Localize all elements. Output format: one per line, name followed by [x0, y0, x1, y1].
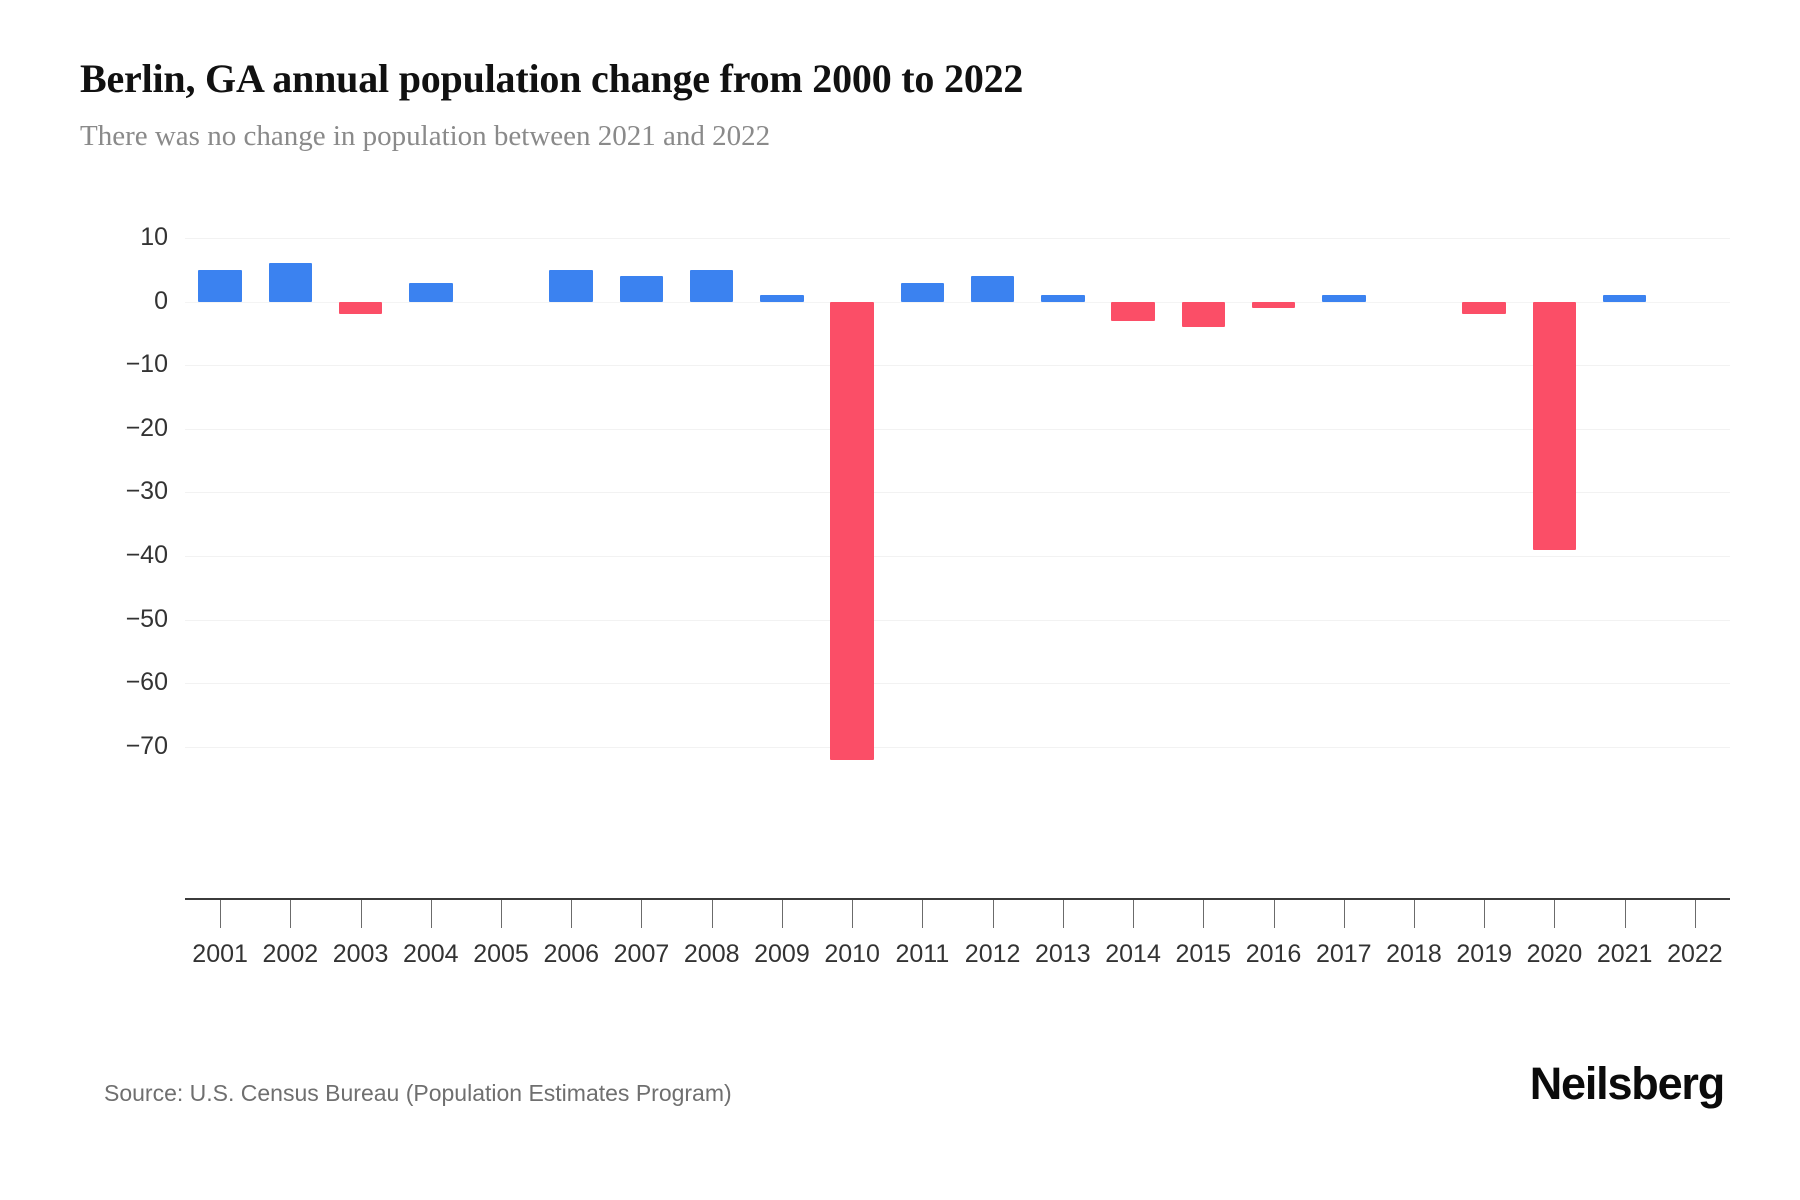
- x-axis-label-2021: 2021: [1596, 940, 1653, 968]
- page-subtitle: There was no change in population betwee…: [80, 120, 771, 152]
- y-axis-tick-label: −40: [125, 541, 168, 569]
- x-axis-label-2020: 2020: [1526, 940, 1583, 968]
- x-axis-tick: [712, 900, 713, 928]
- bar-2012[interactable]: [970, 276, 1015, 302]
- x-axis-label-2004: 2004: [402, 940, 459, 968]
- x-axis-tick: [220, 900, 221, 928]
- x-axis-tick: [1133, 900, 1134, 928]
- x-axis-tick: [852, 900, 853, 928]
- bar-2008[interactable]: [689, 269, 734, 302]
- x-axis-tick: [993, 900, 994, 928]
- x-axis-label-2016: 2016: [1245, 940, 1302, 968]
- bar-2006[interactable]: [549, 269, 593, 302]
- x-axis-label-2022: 2022: [1667, 940, 1723, 968]
- x-axis-label-2002: 2002: [262, 940, 319, 968]
- x-axis-label-2012: 2012: [964, 940, 1021, 968]
- x-axis-label-2006: 2006: [543, 940, 600, 968]
- bar-2002[interactable]: [268, 263, 313, 302]
- bar-2021[interactable]: [1602, 295, 1647, 302]
- gridline: [185, 428, 1730, 430]
- x-axis-tick: [290, 900, 291, 928]
- x-axis-tick: [1344, 900, 1345, 928]
- y-axis-tick-label: −30: [125, 477, 168, 506]
- x-axis-label-2017: 2017: [1315, 940, 1372, 968]
- x-axis-label-2013: 2013: [1035, 940, 1091, 968]
- y-axis-tick-label: −10: [125, 350, 168, 379]
- page-title: Berlin, GA annual population change from…: [80, 56, 1024, 101]
- bar-2017[interactable]: [1321, 295, 1366, 302]
- gridline: [185, 556, 1730, 557]
- x-axis-tick: [1695, 900, 1696, 928]
- x-axis-tick: [501, 900, 502, 928]
- y-axis-tick-label: −20: [125, 413, 168, 442]
- x-axis-tick: [431, 900, 432, 928]
- x-axis-label-2015: 2015: [1175, 940, 1232, 968]
- bar-2010[interactable]: [830, 301, 874, 760]
- y-axis-tick-label: 10: [140, 223, 168, 251]
- gridline: [185, 492, 1730, 494]
- bar-2011[interactable]: [900, 282, 945, 302]
- gridline: [185, 683, 1730, 685]
- bar-2020[interactable]: [1532, 301, 1577, 550]
- x-axis-label-2001: 2001: [192, 940, 248, 968]
- gridline: [185, 619, 1730, 621]
- bar-2007[interactable]: [619, 276, 664, 302]
- x-axis-label-2011: 2011: [895, 940, 950, 968]
- bar-2019[interactable]: [1462, 301, 1506, 315]
- bar-2014[interactable]: [1111, 301, 1155, 321]
- x-axis-tick: [361, 900, 362, 928]
- y-axis-tick-label: −60: [125, 668, 168, 697]
- x-axis-label-2005: 2005: [473, 940, 529, 968]
- bar-2001[interactable]: [198, 269, 242, 302]
- x-axis-tick: [1414, 900, 1415, 928]
- x-axis-label-2010: 2010: [824, 940, 880, 968]
- x-axis-tick: [1274, 900, 1275, 928]
- x-axis-tick: [782, 900, 783, 928]
- source-note: Source: U.S. Census Bureau (Population E…: [104, 1080, 732, 1106]
- x-axis-tick: [1203, 900, 1204, 928]
- y-axis-tick-label: −50: [125, 604, 168, 633]
- bar-2004[interactable]: [409, 282, 453, 302]
- x-axis-line: [185, 898, 1730, 900]
- x-axis-label-2003: 2003: [332, 940, 389, 968]
- y-axis-tick-label: 0: [154, 286, 168, 315]
- gridline: [185, 746, 1730, 748]
- x-axis-label-2019: 2019: [1456, 940, 1513, 968]
- bar-2003[interactable]: [338, 301, 383, 315]
- gridline: [185, 238, 1730, 239]
- x-axis-tick: [1554, 900, 1555, 928]
- x-axis-tick: [922, 900, 923, 928]
- y-axis-tick-label: −70: [125, 731, 168, 760]
- x-axis-label-2018: 2018: [1386, 940, 1442, 968]
- bar-2015[interactable]: [1181, 301, 1226, 328]
- x-axis-label-2009: 2009: [754, 940, 810, 968]
- x-axis-tick: [641, 900, 642, 928]
- x-axis-tick: [1484, 900, 1485, 928]
- x-axis-label-2008: 2008: [683, 940, 740, 968]
- x-axis-tick: [571, 900, 572, 928]
- x-axis-tick: [1625, 900, 1626, 928]
- bar-2009[interactable]: [760, 295, 804, 302]
- x-axis-tick: [1063, 900, 1064, 928]
- gridline: [185, 301, 1730, 303]
- bar-2013[interactable]: [1041, 295, 1085, 302]
- x-axis-label-2007: 2007: [613, 940, 670, 968]
- brand-logo: Neilsberg: [1529, 1058, 1725, 1109]
- gridline: [185, 365, 1730, 367]
- bar-2016[interactable]: [1251, 301, 1296, 308]
- x-axis-label-2014: 2014: [1105, 940, 1161, 968]
